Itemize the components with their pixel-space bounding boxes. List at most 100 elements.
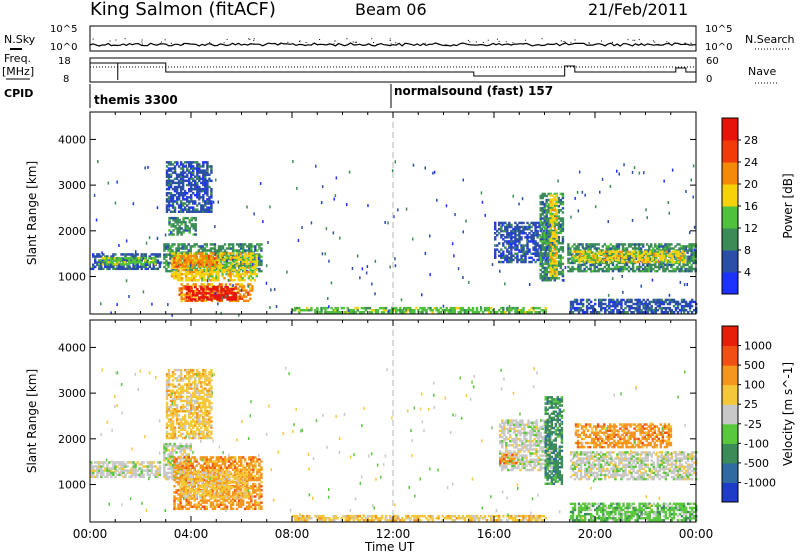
nsearch-point [248,38,249,39]
gate-cell [589,266,591,268]
scatter-cell [175,171,177,174]
gate-cell [598,243,600,245]
gate-cell [310,309,312,311]
gate-cell [556,209,558,211]
gate-cell [686,251,688,253]
gate-cell [640,266,642,268]
noise-traces [90,38,696,46]
scatter-cell [684,283,686,286]
gate-cell [260,270,262,272]
gate-cell [210,202,212,204]
gate-cell [224,286,226,288]
gate-cell [173,443,175,445]
gate-cell [609,261,611,263]
gate-cell [92,253,94,255]
scatter-cell [322,252,324,255]
gate-cell [556,194,558,196]
gate-cell [540,254,542,256]
gate-cell [578,251,580,253]
gate-cell [159,261,161,263]
gate-cell [508,259,510,261]
gate-cell [630,243,632,245]
gate-cell [258,268,260,270]
gate-cell [640,243,642,245]
scatter-cell [634,166,636,169]
scatter-cell [693,196,695,199]
colorbar-tick-label: 24 [744,156,758,169]
gate-cell [181,255,183,257]
gate-cell [174,194,176,196]
scatter-cell [648,306,650,309]
gate-cell [496,248,498,250]
scatter-cell [176,163,178,166]
gate-cell [185,254,187,256]
gate-cell [180,223,182,225]
gate-cell [569,247,571,249]
gate-cell [206,255,208,257]
gate-cell [206,167,208,169]
gate-cell [210,206,212,208]
gate-cell [256,243,258,245]
scatter-cell [689,309,691,312]
gate-cell [306,307,308,309]
gate-cell [306,309,308,311]
gate-cell [175,247,177,249]
nsky-label: N.Sky [4,33,36,46]
gate-cell [185,251,187,253]
nsearch-point [513,42,514,43]
gate-cell [508,257,510,259]
gate-cell [165,443,167,445]
gate-cell [562,269,564,271]
gate-cell [516,261,518,263]
noise-tick-right-bottom: 10^0 [705,42,732,53]
gate-cell [221,283,223,285]
gate-cell [184,198,186,200]
gate-cell [210,188,212,190]
colorbar-cell [722,228,738,251]
gate-cell [562,211,564,213]
scatter-cell [452,242,454,245]
gate-cell [114,268,116,270]
gate-cell [194,167,196,169]
gate-cell [556,264,558,266]
gate-cell [94,259,96,261]
gate-cell [189,231,191,233]
gate-cell [409,307,411,309]
nsearch-point [356,42,357,43]
gate-cell [560,224,562,226]
scatter-cell [101,251,103,254]
scatter-cell [571,306,573,309]
scatter-cell [608,220,610,223]
scatter-cell [151,303,153,306]
scatter-cell [395,160,397,163]
gate-cell [237,300,239,302]
gate-cell [173,252,175,254]
nsearch-point [468,40,469,41]
gate-cell [225,283,227,285]
gate-cell [490,307,492,309]
gate-cell [246,245,248,247]
gate-cell [204,184,206,186]
gate-cell [174,165,176,167]
scatter-cell [432,172,434,175]
gate-cell [588,303,590,305]
gate-cell [671,259,673,261]
gate-cell [385,307,387,309]
gate-cell [506,228,508,230]
gate-cell [530,230,532,232]
gate-cell [320,309,322,311]
gate-cell [691,305,693,307]
gate-cell [182,231,184,233]
freq-label: Freq. [4,52,31,65]
gate-cell [134,474,136,476]
scatter-cell [406,208,408,211]
gate-cell [184,227,186,229]
gate-cell [238,263,240,265]
gate-cell [556,238,558,240]
gate-cell [216,286,218,288]
gate-cell [600,268,602,270]
gate-cell [536,230,538,232]
gate-cell [680,270,682,272]
scatter-cell [352,267,354,270]
